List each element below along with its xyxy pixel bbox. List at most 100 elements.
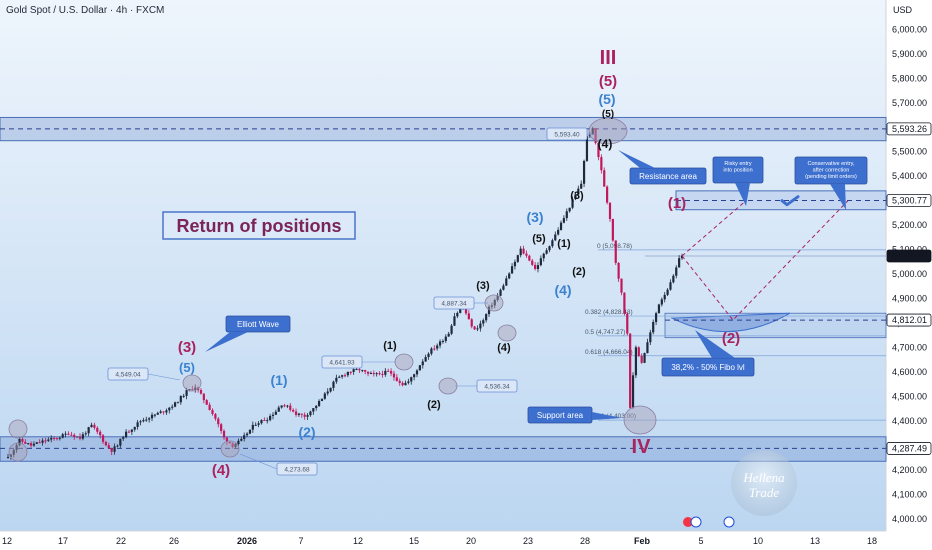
candle-body: [220, 424, 223, 431]
candle-body: [176, 402, 180, 404]
candle-body: [27, 443, 30, 445]
price-axis-label-text: 4,287.49: [892, 443, 927, 453]
candle-body: [487, 306, 491, 315]
candle-body: [606, 186, 609, 203]
candle-body: [70, 434, 73, 436]
candle-body: [536, 265, 540, 270]
projection-path: [681, 200, 849, 321]
risky-projection: [681, 200, 747, 257]
candle-body: [47, 439, 50, 441]
candle-body: [15, 445, 18, 451]
candle-body: [231, 443, 234, 447]
candle-body: [467, 313, 470, 320]
event-icon-2[interactable]: [690, 516, 702, 528]
candle-body: [338, 376, 341, 378]
x-tick-label: 26: [169, 536, 179, 546]
candle-body: [286, 405, 289, 407]
candle-body: [153, 414, 156, 416]
candle-body: [24, 441, 27, 444]
candle-body: [78, 436, 82, 439]
candle-body: [208, 404, 211, 411]
wave-label: (3): [476, 280, 490, 292]
candle-body: [32, 443, 36, 446]
candle-body: [280, 405, 283, 408]
wave-label: (4): [598, 137, 613, 151]
candle-body: [381, 373, 384, 375]
candle-body: [341, 375, 344, 377]
candle-body: [378, 373, 381, 375]
candle-body: [652, 321, 655, 333]
event-icon-3[interactable]: [723, 516, 735, 528]
candle-body: [165, 410, 168, 413]
event-icon-1[interactable]: [683, 517, 693, 527]
candle-body: [156, 412, 159, 415]
candle-body: [631, 375, 635, 408]
risky-callout-text: into position: [723, 168, 752, 174]
candle-body: [508, 273, 511, 279]
wave-label: (1): [557, 238, 571, 250]
candle-body: [58, 437, 61, 439]
x-tick-label: 12: [2, 536, 12, 546]
candle-body: [585, 136, 589, 161]
candle-body: [87, 427, 90, 434]
fibo-callout: [661, 357, 755, 377]
y-tick-label: 5,400.00: [892, 171, 927, 181]
candle-body: [217, 418, 220, 425]
candle-body: [459, 308, 462, 313]
headline-text: Return of positions: [177, 216, 342, 236]
wave-label: III: [600, 47, 617, 69]
candle-body: [534, 264, 537, 270]
candle-body: [315, 405, 318, 409]
fib-level-label: 0.382 (4,828.43): [585, 309, 633, 316]
candle-body: [634, 347, 638, 376]
candle-body: [64, 433, 67, 435]
price-axis-label: [886, 313, 932, 327]
currency-label[interactable]: USD: [893, 5, 913, 15]
y-tick-label: 4,700.00: [892, 342, 927, 352]
candle-body: [522, 248, 525, 254]
y-tick-label: 4,200.00: [892, 465, 927, 475]
x-tick-label: 20: [466, 536, 476, 546]
candle-body: [482, 320, 485, 324]
price-axis-label-text: 4,812.01: [892, 315, 927, 325]
candle-body: [620, 278, 623, 293]
candle-body: [292, 409, 295, 412]
candle-body: [387, 370, 390, 372]
candle-body: [162, 411, 165, 413]
candle-body: [274, 411, 277, 415]
candle-body: [130, 429, 133, 432]
wave-label: (1): [668, 195, 686, 212]
watermark: Hellena Trade: [731, 450, 797, 516]
fib-level-label: 0 (5,098.78): [597, 243, 632, 250]
candle-body: [61, 434, 64, 438]
candle-body: [657, 304, 661, 314]
highlight-circle: [588, 117, 628, 145]
risky-callout-text: Risky entry: [724, 161, 751, 167]
candle-body: [660, 299, 663, 305]
highlight-circle: [497, 324, 517, 342]
wave-label: (3): [526, 209, 543, 225]
price-tag-text: 4,536.34: [484, 384, 510, 391]
candle-body: [41, 440, 44, 443]
candle-body: [640, 355, 643, 363]
candle-body: [240, 438, 243, 441]
x-tick-label: 23: [523, 536, 533, 546]
candle-body: [580, 183, 583, 189]
elliott-callout: [225, 315, 291, 333]
candle-body: [389, 371, 393, 374]
candle-body: [577, 188, 580, 195]
y-tick-label: 5,500.00: [892, 147, 927, 157]
candle-body: [654, 313, 658, 322]
candle-body: [52, 437, 56, 439]
x-tick-label: 13: [810, 536, 820, 546]
candle-body: [551, 240, 554, 247]
candle-body: [168, 407, 171, 411]
conservative-callout-pointer: [830, 184, 846, 210]
candle-body: [559, 222, 563, 230]
candle-body: [205, 400, 208, 405]
elliott-callout-text: Elliott Wave: [237, 320, 279, 329]
wave-label: (2): [572, 266, 586, 278]
y-tick-label: 4,100.00: [892, 489, 927, 499]
candle-body: [188, 389, 191, 391]
